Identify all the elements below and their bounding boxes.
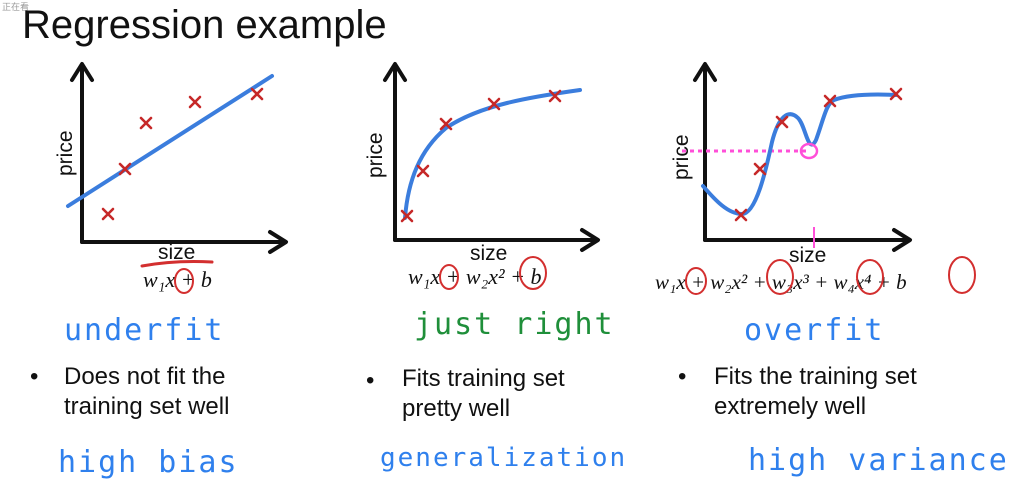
x-circle-annotation [685, 267, 707, 295]
just-right-graph: price size [364, 62, 600, 265]
x-squared-circle-annotation [519, 256, 547, 290]
high-bias-note: high bias [58, 445, 239, 480]
data-point [753, 162, 767, 176]
data-point [188, 95, 202, 109]
data-point [734, 208, 748, 222]
underfit-note: underfit [64, 313, 225, 348]
x-fourth-circle-annotation [948, 256, 976, 294]
data-point [118, 162, 132, 176]
data-point [823, 94, 837, 108]
bullet-line-2: pretty well [402, 395, 510, 422]
y-axis-arrowhead [70, 62, 94, 82]
underfit-panel: price size w₁x + b underfit • Does not f… [30, 62, 288, 480]
overfit-panel: price size w₁x + w₂x² + w₃x³ + w₄x⁴ + b … [655, 62, 1009, 478]
data-point [889, 87, 903, 101]
data-point [487, 97, 501, 111]
quadratic-fit-curve [403, 88, 582, 220]
slide-title: Regression example [22, 3, 387, 47]
data-point [775, 115, 789, 129]
bullet-dot: • [678, 363, 686, 390]
corner-watermark: 正在看 [2, 1, 29, 12]
data-point [416, 164, 430, 178]
x-axis-arrowhead [580, 228, 600, 252]
just-right-panel: price size w₁x + w₂x² + b just right • F… [364, 62, 627, 473]
y-axis-label: price [670, 134, 693, 180]
polynomial-fit-curve [701, 92, 898, 217]
underline-annotation [140, 260, 214, 268]
linear-fit-line [66, 74, 274, 208]
overfit-note: overfit [744, 313, 884, 348]
x-axis-arrowhead [268, 230, 288, 254]
bullet-line-1: Does not fit the [64, 363, 225, 390]
bullet-line-1: Fits training set [402, 365, 565, 392]
high-variance-note: high variance [748, 443, 1009, 478]
model-formula: w₁x + w₂x² + w₃x³ + w₄x⁴ + b [655, 270, 907, 294]
bullet-dot: • [30, 363, 38, 390]
overfit-graph: price size [670, 62, 912, 267]
underfit-graph: price size [54, 62, 288, 264]
generalization-note: generalization [380, 443, 627, 473]
bullet-line-2: training set well [64, 393, 229, 420]
data-point [250, 87, 264, 101]
x-axis-label: size [789, 244, 826, 267]
data-point [548, 89, 562, 103]
bullet-dot: • [366, 367, 374, 394]
y-axis-arrowhead [383, 62, 407, 82]
data-point [101, 207, 115, 221]
x-squared-circle-annotation [766, 259, 794, 295]
just-right-note: just right [414, 307, 615, 342]
bullet-line-2: extremely well [714, 393, 866, 420]
bullet-line-1: Fits the training set [714, 363, 917, 390]
x-axis-label: size [158, 241, 195, 264]
data-point [439, 117, 453, 131]
x-cubed-circle-annotation [856, 259, 884, 295]
y-axis-label: price [54, 130, 77, 176]
x-circle-annotation [174, 268, 194, 294]
x-axis-label: size [470, 242, 507, 265]
data-point [139, 116, 153, 130]
x-axis-arrowhead [892, 228, 912, 252]
prediction-circle [799, 142, 819, 160]
model-formula: w₁x + w₂x² + b [408, 264, 541, 289]
x-circle-annotation [439, 264, 459, 290]
data-point [400, 209, 414, 223]
y-axis-arrowhead [693, 62, 717, 82]
y-axis-label: price [364, 132, 387, 178]
